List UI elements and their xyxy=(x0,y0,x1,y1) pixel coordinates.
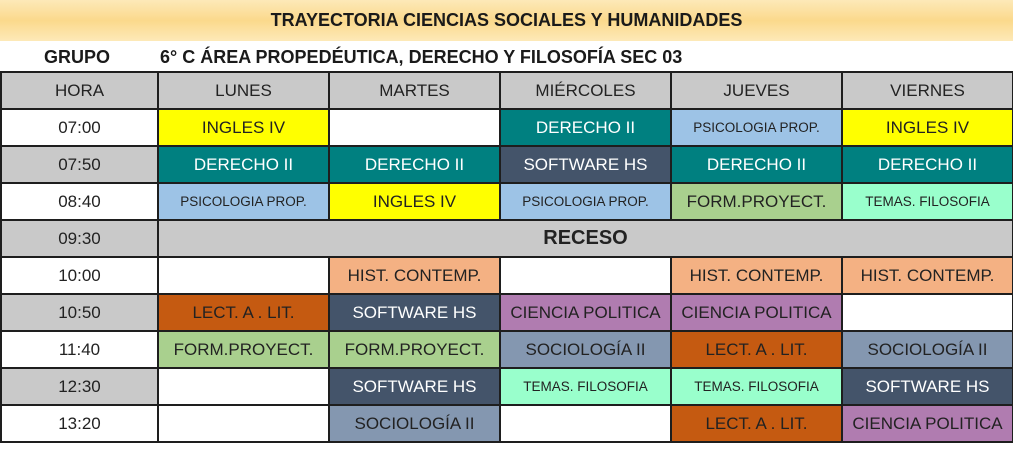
table-row: 11:40 FORM.PROYECT. FORM.PROYECT. SOCIOLOGÍ… xyxy=(0,330,1013,369)
column-header: HORA xyxy=(0,71,159,110)
class-cell xyxy=(328,108,501,147)
grupo-label: GRUPO xyxy=(44,46,111,67)
time-cell: 13:20 xyxy=(0,404,159,443)
break-cell: RECESO xyxy=(157,219,1013,258)
class-cell: TEMAS. FILOSOFIA xyxy=(841,182,1013,221)
class-cell xyxy=(499,256,672,295)
class-cell xyxy=(841,293,1013,332)
column-header: LUNES xyxy=(157,71,330,110)
time-cell: 10:00 xyxy=(0,256,159,295)
table-row: 13:20 SOCIOLOGÍA II LECT. A . LIT. CIENCIA … xyxy=(0,404,1013,443)
class-cell: DERECHO II xyxy=(670,145,843,184)
class-cell: CIENCIA POLITICA xyxy=(841,404,1013,443)
table-row: 08:40 PSICOLOGIA PROP. INGLES IV PSICOLOGIA… xyxy=(0,182,1013,221)
class-cell: HIST. CONTEMP. xyxy=(328,256,501,295)
class-cell: LECT. A . LIT. xyxy=(670,330,843,369)
class-cell: FORM.PROYECT. xyxy=(157,330,330,369)
class-cell: TEMAS. FILOSOFIA xyxy=(670,367,843,406)
table-row: 10:00 HIST. CONTEMP. HIST. CONTEMP. HIST. C… xyxy=(0,256,1013,295)
grupo-value: 6° C ÁREA PROPEDÉUTICA, DERECHO Y FILOSO… xyxy=(160,46,683,67)
time-cell: 07:50 xyxy=(0,145,159,184)
class-cell: PSICOLOGIA PROP. xyxy=(670,108,843,147)
class-cell: INGLES IV xyxy=(841,108,1013,147)
class-cell: PSICOLOGIA PROP. xyxy=(499,182,672,221)
class-cell: FORM.PROYECT. xyxy=(670,182,843,221)
class-cell: DERECHO II xyxy=(328,145,501,184)
class-cell: SOCIOLOGÍA II xyxy=(841,330,1013,369)
class-cell: SOCIOLOGÍA II xyxy=(328,404,501,443)
class-cell: INGLES IV xyxy=(157,108,330,147)
class-cell: SOFTWARE HS xyxy=(499,145,672,184)
column-header: MIÉRCOLES xyxy=(499,71,672,110)
time-cell: 11:40 xyxy=(0,330,159,369)
time-cell: 07:00 xyxy=(0,108,159,147)
column-header: JUEVES xyxy=(670,71,843,110)
class-cell xyxy=(157,256,330,295)
class-cell: SOCIOLOGÍA II xyxy=(499,330,672,369)
class-cell: LECT. A . LIT. xyxy=(157,293,330,332)
class-cell: CIENCIA POLITICA xyxy=(670,293,843,332)
column-header: MARTES xyxy=(328,71,501,110)
class-cell: PSICOLOGIA PROP. xyxy=(157,182,330,221)
class-cell xyxy=(157,404,330,443)
class-cell: TEMAS. FILOSOFIA xyxy=(499,367,672,406)
class-cell: SOFTWARE HS xyxy=(328,367,501,406)
class-cell: HIST. CONTEMP. xyxy=(670,256,843,295)
header-row: HORA LUNES MARTES MIÉRCOLES JUEVES VIERNES xyxy=(0,71,1013,110)
time-cell: 09:30 xyxy=(0,219,159,258)
table-row: 07:00 INGLES IV DERECHO II PSICOLOGIA PROP.… xyxy=(0,108,1013,147)
table-row: 07:50 DERECHO II DERECHO II SOFTWARE HS DERE… xyxy=(0,145,1013,184)
class-cell xyxy=(157,367,330,406)
column-header: VIERNES xyxy=(841,71,1013,110)
class-cell: LECT. A . LIT. xyxy=(670,404,843,443)
schedule-title: TRAYECTORIA CIENCIAS SOCIALES Y HUMANIDA… xyxy=(0,0,1013,41)
class-cell: DERECHO II xyxy=(157,145,330,184)
class-cell: HIST. CONTEMP. xyxy=(841,256,1013,295)
class-cell: FORM.PROYECT. xyxy=(328,330,501,369)
time-cell: 10:50 xyxy=(0,293,159,332)
schedule-table: HORA LUNES MARTES MIÉRCOLES JUEVES VIERNES 07… xyxy=(0,71,1013,443)
class-cell: CIENCIA POLITICA xyxy=(499,293,672,332)
class-cell: DERECHO II xyxy=(841,145,1013,184)
class-cell xyxy=(499,404,672,443)
table-row: 12:30 SOFTWARE HS TEMAS. FILOSOFIA TEMAS. F… xyxy=(0,367,1013,406)
table-row: 10:50 LECT. A . LIT. SOFTWARE HS CIENCIA PO… xyxy=(0,293,1013,332)
class-cell: SOFTWARE HS xyxy=(841,367,1013,406)
class-cell: DERECHO II xyxy=(499,108,672,147)
time-cell: 08:40 xyxy=(0,182,159,221)
class-cell: SOFTWARE HS xyxy=(328,293,501,332)
time-cell: 12:30 xyxy=(0,367,159,406)
class-cell: INGLES IV xyxy=(328,182,501,221)
table-row: 09:30 RECESO xyxy=(0,219,1013,258)
